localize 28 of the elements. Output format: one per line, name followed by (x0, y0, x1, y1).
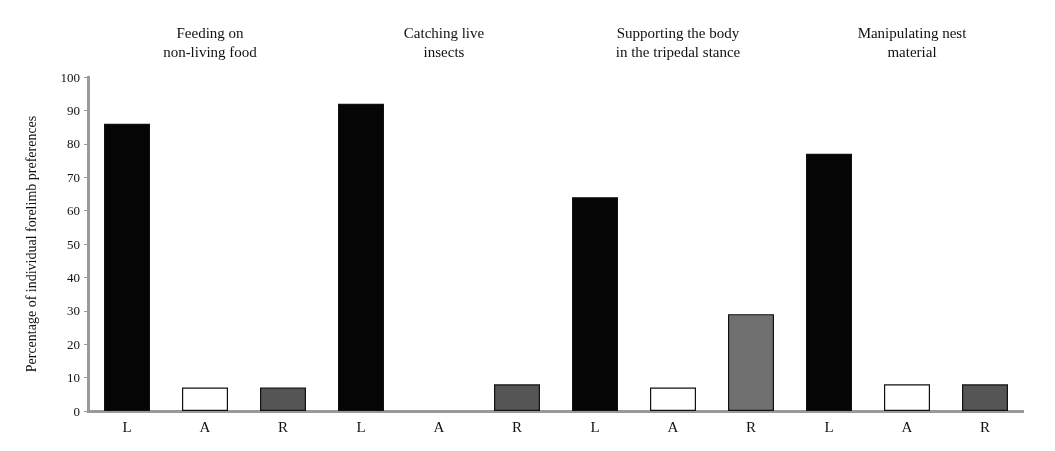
y-tick-label: 80 (67, 136, 80, 152)
y-tick-label: 30 (67, 303, 80, 319)
x-tick-label: R (745, 418, 757, 435)
chart-title: Supporting the body in the tripedal stance (615, 24, 741, 60)
x-tick-label: L (122, 418, 132, 435)
y-tick-label: 50 (67, 236, 80, 252)
y-tick-label: 60 (67, 203, 80, 219)
y-tick-label: 100 (60, 69, 80, 85)
y-tick-label: 90 (67, 102, 80, 118)
chart-title: Feeding on non-living food (163, 24, 258, 60)
chart-title: Manipulating nest material (857, 24, 968, 60)
x-tick-label: R (511, 418, 523, 435)
x-tick-label: L (356, 418, 366, 435)
x-tick-label: R (979, 418, 991, 435)
y-tick-label: 70 (67, 169, 80, 185)
x-tick-label: A (901, 418, 913, 435)
x-tick-label: R (277, 418, 289, 435)
x-tick-label: A (433, 418, 445, 435)
y-tick-label: 0 (73, 403, 80, 419)
x-tick-label: A (199, 418, 211, 435)
y-tick-label: 20 (67, 336, 80, 352)
y-tick-label: 10 (67, 370, 80, 386)
chart-title: Catching live insects (403, 24, 485, 60)
x-tick-label: L (590, 418, 600, 435)
y-axis-title: Percentage of individual forelimb preferences (23, 115, 39, 373)
y-tick-label: 40 (67, 269, 80, 285)
x-tick-label: A (667, 418, 679, 435)
x-tick-label: L (824, 418, 834, 435)
